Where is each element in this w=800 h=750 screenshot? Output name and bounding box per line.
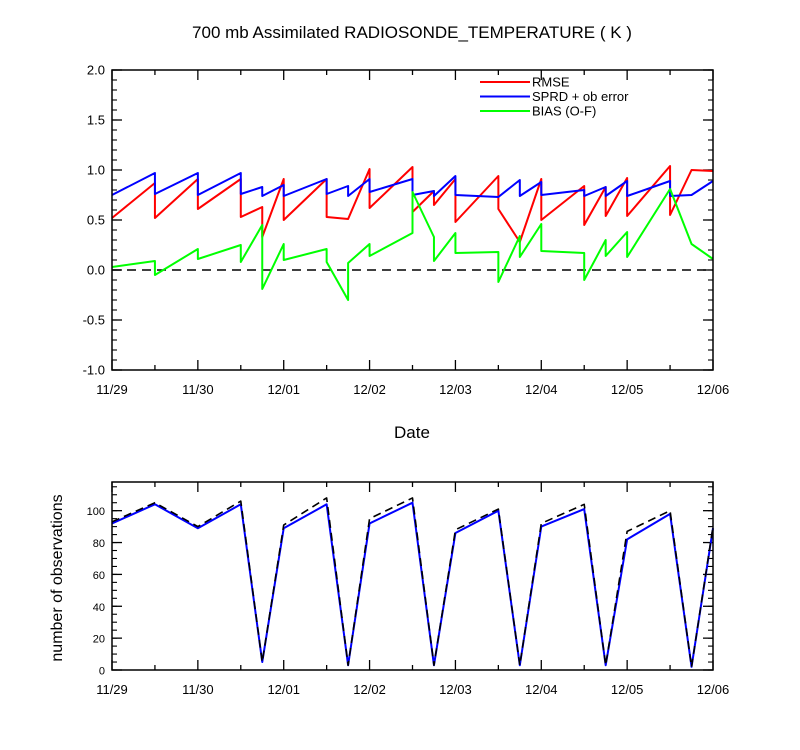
x-tick-label: 12/04: [525, 682, 558, 697]
x-tick-label: 12/01: [267, 382, 300, 397]
plot-frame: [111, 481, 714, 671]
x-tick-label: 11/30: [182, 382, 214, 397]
y-tick-label: -1.0: [83, 363, 105, 378]
y-tick-label: 20: [93, 634, 105, 646]
y-tick-label: 100: [87, 506, 105, 518]
y-tick-label: 0.5: [87, 213, 105, 228]
series-line-total: [111, 497, 714, 668]
y-tick-label: 2.0: [87, 63, 105, 78]
x-tick-label: 12/02: [353, 382, 386, 397]
series-line-bias-o-f: [111, 188, 714, 301]
x-tick-label: 12/06: [697, 682, 730, 697]
x-tick-label: 12/02: [353, 682, 386, 697]
top-chart-xlabel: Date: [394, 423, 430, 442]
x-tick-label: 12/05: [611, 382, 644, 397]
legend-label-bias-o-f: BIAS (O-F): [532, 104, 596, 119]
x-tick-label: 12/03: [439, 682, 472, 697]
plot-frame: [111, 69, 714, 371]
y-tick-label: 80: [93, 538, 105, 550]
x-tick-label: 11/29: [96, 382, 128, 397]
y-tick-label: 60: [93, 570, 105, 582]
y-tick-label: 0: [99, 666, 105, 678]
x-tick-label: 11/29: [96, 682, 128, 697]
x-tick-label: 12/01: [267, 682, 300, 697]
bottom-chart-ylabel: number of observations: [49, 494, 66, 661]
series-line-assimilated: [111, 501, 714, 668]
x-tick-label: 12/06: [697, 382, 730, 397]
x-tick-label: 12/03: [439, 382, 472, 397]
top-chart-title: 700 mb Assimilated RADIOSONDE_TEMPERATUR…: [192, 23, 632, 42]
series-line-sprd-ob-error: [111, 172, 714, 198]
bottom-chart: 11/29 11/30 12/01 12/02 12/03 12/04 12/05 12/06…: [87, 481, 730, 697]
y-tick-label: 40: [93, 602, 105, 614]
x-tick-label: 12/05: [611, 682, 644, 697]
y-tick-label: 0.0: [87, 263, 105, 278]
legend-label-sprd-ob-error: SPRD + ob error: [532, 89, 629, 104]
y-tick-label: -0.5: [83, 313, 105, 328]
y-tick-label: 1.0: [87, 163, 105, 178]
legend-label-rmse: RMSE: [532, 75, 570, 90]
top-chart: 11/29 11/30 12/01 12/02 12/03 12/04 12/05 12/06…: [83, 63, 730, 398]
x-tick-label: 11/30: [182, 682, 214, 697]
y-tick-label: 1.5: [87, 113, 105, 128]
x-tick-label: 12/04: [525, 382, 558, 397]
